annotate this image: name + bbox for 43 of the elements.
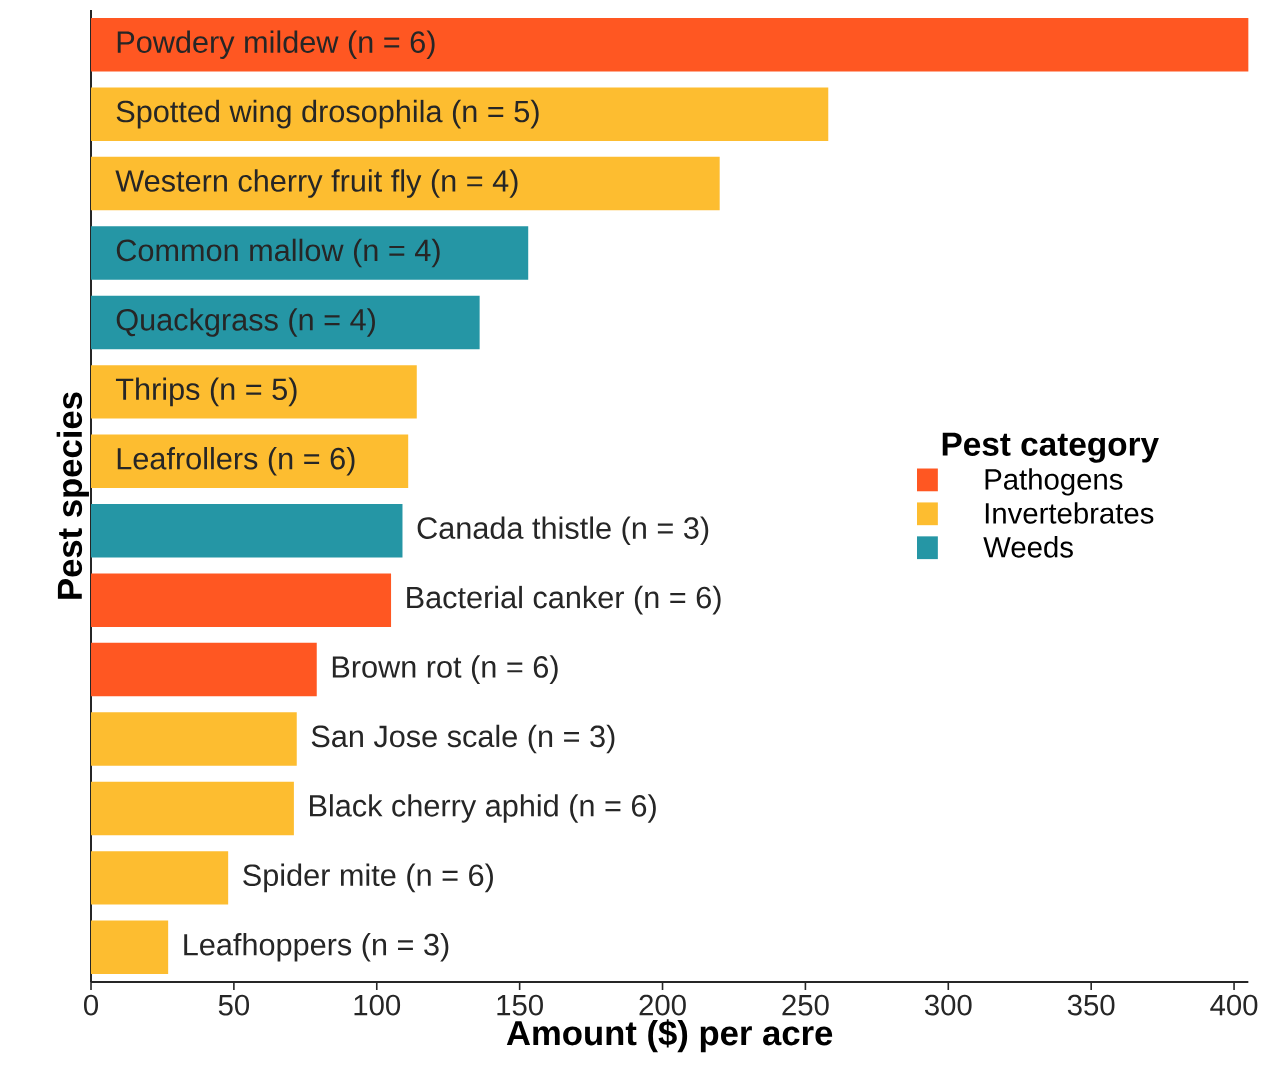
x-tick-label: 100: [354, 994, 401, 1016]
x-tick-label: 400: [1210, 994, 1258, 1016]
y-tick-label: Western cherry fruit fly (n = 4): [115, 169, 518, 198]
bar: [91, 920, 169, 975]
bar: [91, 226, 529, 280]
y-tick-label: Canada thistle (n = 3): [417, 516, 709, 546]
y-tick-label: Spider mite (n = 6): [243, 863, 493, 893]
bar: [91, 365, 417, 419]
legend-label: Weeds: [983, 536, 1073, 558]
y-tick-label: Leafrollers (n = 6): [117, 447, 355, 476]
bar: [91, 434, 409, 489]
x-tick-label: 300: [924, 994, 972, 1016]
bar: [91, 712, 297, 766]
x-tick-label: 150: [497, 994, 543, 1016]
bar: [91, 87, 829, 141]
legend-title: Pest category: [942, 432, 1159, 463]
y-tick-label: Thrips (n = 5): [115, 377, 297, 407]
bar: [91, 781, 294, 836]
y-tick-label: Brown rot (n = 6): [332, 655, 558, 684]
x-tick-label: 0: [84, 994, 99, 1016]
bar: [91, 295, 480, 350]
x-tick-label: 350: [1067, 994, 1115, 1016]
x-tick-label: 200: [639, 994, 686, 1016]
bar: [91, 642, 317, 697]
y-tick-label: Powdery mildew (n = 6): [117, 30, 435, 60]
y-tick-label: Black cherry aphid (n = 6): [310, 794, 656, 823]
bar: [91, 504, 403, 558]
y-tick-label: Spotted wing drosophila (n = 5): [116, 99, 539, 129]
bar: [91, 17, 1249, 72]
bar: [91, 851, 229, 905]
y-tick-label: Bacterial canker (n = 6): [407, 585, 721, 615]
legend-label: Invertebrates: [985, 502, 1154, 524]
bar: [91, 573, 392, 627]
x-tick-label: 250: [782, 994, 829, 1016]
y-tick-label: Common mallow (n = 4): [116, 238, 440, 268]
y-tick-label: San Jose scale (n = 3): [311, 724, 615, 754]
bar: [91, 156, 720, 211]
x-tick-label: 50: [218, 994, 250, 1016]
legend-label: Pathogens: [985, 468, 1123, 496]
y-axis-title: Pest species: [56, 392, 89, 599]
y-tick-label: Quackgrass (n = 4): [116, 308, 375, 337]
x-axis-title: Amount ($) per acre: [506, 1019, 833, 1053]
y-tick-label: Leafhoppers (n = 3): [184, 933, 449, 962]
